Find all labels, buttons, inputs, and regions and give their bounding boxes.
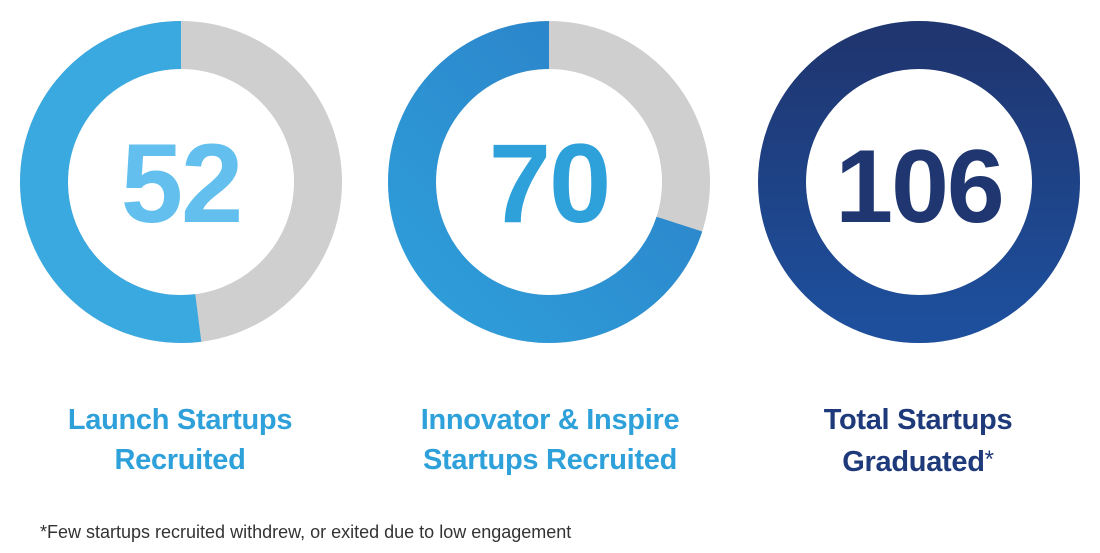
donut-2: 70	[388, 21, 710, 343]
chart-3-label-line-1: Total Startups	[823, 404, 1013, 436]
chart-3-label: Total Startups Graduated*	[738, 400, 1098, 482]
donut-3: 106	[758, 21, 1080, 343]
chart-2-label-line-1: Innovator & Inspire	[420, 404, 680, 436]
footnote: *Few startups recruited withdrew, or exi…	[40, 522, 572, 542]
donut-charts: 52 70 106	[20, 21, 1080, 343]
donut-3-value-arc	[758, 21, 1080, 343]
chart-2-label-line-2: Startups Recruited	[422, 444, 678, 476]
footnote-asterisk: *	[984, 446, 994, 473]
donut-1-value-arc	[20, 21, 342, 343]
chart-3-label-line-2-wrap: Graduated*	[738, 440, 1098, 482]
donut-1-value: 52	[121, 121, 242, 246]
donut-3-value: 106	[835, 129, 1003, 245]
donut-1: 52	[20, 21, 342, 343]
donut-2-value-arc	[388, 21, 710, 343]
donut-2-value: 70	[489, 121, 610, 246]
chart-1-label-line-2: Recruited	[114, 444, 246, 476]
chart-3-label-line-2: Graduated	[842, 446, 985, 478]
chart-1-label: Launch Startups Recruited	[0, 400, 360, 480]
chart-2-label: Innovator & Inspire Startups Recruited	[370, 400, 730, 480]
chart-1-label-line-1: Launch Startups	[67, 404, 293, 436]
